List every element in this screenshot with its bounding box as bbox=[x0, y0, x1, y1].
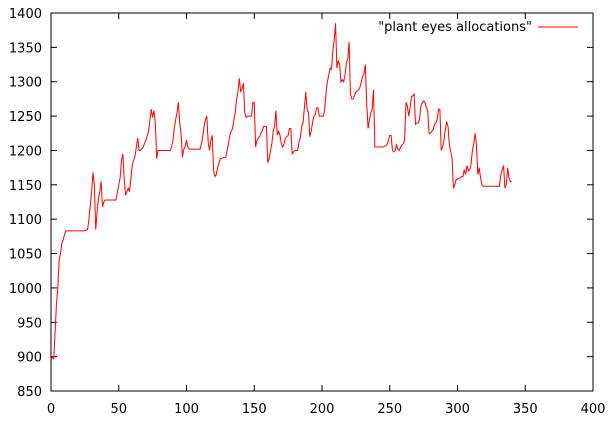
y-tick-label: 1250 bbox=[9, 110, 42, 125]
y-tick-label: 850 bbox=[17, 385, 42, 400]
y-tick-label: 1000 bbox=[9, 282, 42, 297]
y-axis-ticks: 850 900 950 1000 1050 1100 1150 1200 1250 1300 135… bbox=[9, 7, 593, 400]
y-tick-label: 1200 bbox=[9, 144, 42, 159]
y-tick-label: 1350 bbox=[9, 41, 42, 56]
x-axis-ticks: 0 50 100 150 200 250 300 350 400 bbox=[47, 13, 606, 417]
y-tick-label: 1150 bbox=[9, 179, 42, 194]
x-tick-label: 100 bbox=[174, 402, 199, 417]
y-tick-label: 1300 bbox=[9, 76, 42, 91]
x-tick-label: 50 bbox=[110, 402, 127, 417]
plot-border bbox=[50, 12, 594, 392]
y-tick-label: 1100 bbox=[9, 213, 42, 228]
legend-label: "plant eyes allocations" bbox=[378, 20, 532, 35]
y-tick-label: 1400 bbox=[9, 7, 42, 22]
x-tick-label: 200 bbox=[310, 402, 335, 417]
y-tick-label: 950 bbox=[17, 316, 42, 331]
x-tick-label: 150 bbox=[242, 402, 267, 417]
y-tick-label: 900 bbox=[17, 351, 42, 366]
series-layer bbox=[50, 23, 512, 361]
x-tick-label: 350 bbox=[513, 402, 538, 417]
x-tick-label: 300 bbox=[445, 402, 470, 417]
plot-frame bbox=[50, 12, 594, 392]
series-line-plant-eyes-allocations bbox=[50, 23, 512, 361]
x-tick-label: 400 bbox=[581, 402, 606, 417]
y-tick-label: 1050 bbox=[9, 248, 42, 263]
x-tick-label: 0 bbox=[47, 402, 55, 417]
x-tick-label: 250 bbox=[377, 402, 402, 417]
legend: "plant eyes allocations" bbox=[378, 20, 578, 35]
